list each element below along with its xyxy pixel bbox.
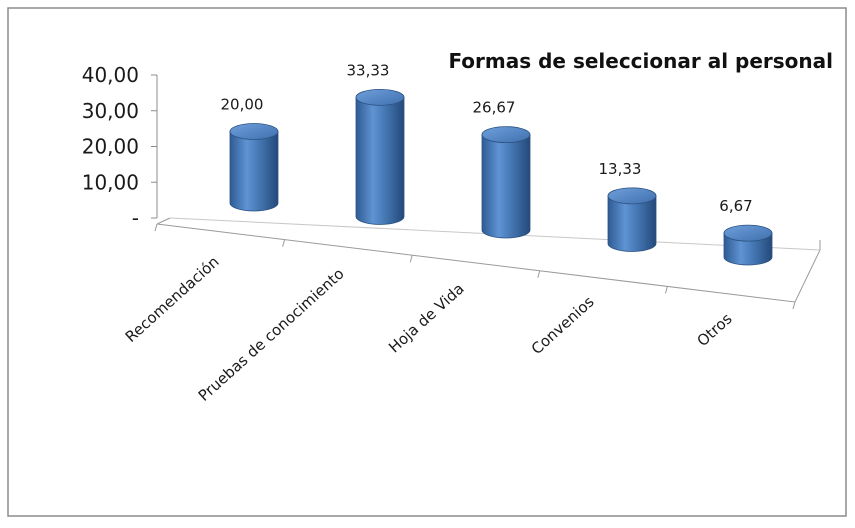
- bar-4: [607, 187, 657, 252]
- x-tick-mark: [409, 255, 413, 263]
- data-label: 26,67: [473, 99, 516, 117]
- bar-body: [355, 96, 405, 225]
- bar-2: [355, 88, 405, 225]
- bar-5: [723, 224, 773, 266]
- data-label: 6,67: [719, 197, 752, 215]
- bar-3: [481, 126, 531, 239]
- data-label: 13,33: [599, 160, 642, 178]
- y-tick-label: 20,00: [82, 135, 139, 159]
- y-tick-label: 10,00: [82, 170, 139, 194]
- bar-top: [481, 126, 531, 144]
- bar-top: [607, 187, 657, 205]
- x-tick-mark: [792, 301, 796, 310]
- y-tick-label: 40,00: [82, 63, 139, 87]
- bar-top: [723, 224, 773, 242]
- floor-left-edge: [156, 217, 171, 225]
- x-tick-mark: [282, 239, 286, 247]
- bar-1: [229, 123, 279, 212]
- bar-body: [229, 131, 279, 212]
- y-tick-label: 30,00: [82, 99, 139, 123]
- data-label: 20,00: [221, 96, 264, 114]
- x-tick-mark: [154, 223, 158, 232]
- bar-body: [723, 232, 773, 266]
- bar-body: [481, 134, 531, 239]
- bar-body: [607, 195, 657, 252]
- chart-title: Formas de seleccionar al personal: [448, 49, 833, 73]
- chart-border: [7, 7, 847, 517]
- bar-top: [355, 88, 405, 106]
- bar-top: [229, 123, 279, 140]
- x-tick-mark: [664, 286, 668, 294]
- data-label: 33,33: [347, 61, 390, 79]
- y-tick-label: -: [132, 206, 139, 230]
- x-tick-mark: [537, 270, 541, 278]
